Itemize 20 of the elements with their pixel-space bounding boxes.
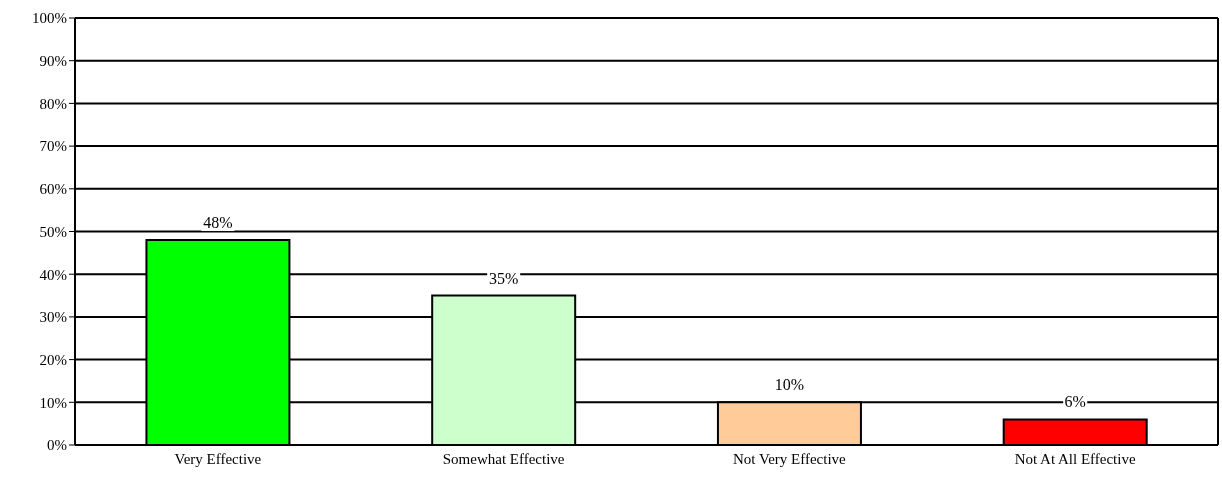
data-label: 35% bbox=[489, 269, 519, 287]
y-tick-label: 100% bbox=[32, 10, 67, 27]
y-tick-label: 30% bbox=[39, 309, 67, 326]
data-label: 6% bbox=[1064, 393, 1086, 411]
y-tick-label: 70% bbox=[39, 138, 67, 155]
bar bbox=[1002, 418, 1148, 445]
x-tick-label: Somewhat Effective bbox=[442, 450, 565, 467]
y-tick-label: 40% bbox=[39, 266, 67, 283]
y-tick-label: 20% bbox=[39, 351, 67, 368]
data-label: 48% bbox=[203, 214, 233, 232]
y-tick-label: 90% bbox=[39, 53, 67, 70]
y-tick-label: 60% bbox=[39, 181, 67, 198]
data-label: 10% bbox=[774, 376, 805, 394]
y-tick-label: 0% bbox=[47, 437, 67, 454]
x-tick-label: Very Effective bbox=[174, 450, 262, 467]
y-tick-label: 50% bbox=[39, 223, 67, 240]
x-tick-label: Not Very Effective bbox=[733, 450, 847, 467]
y-tick-label: 10% bbox=[39, 394, 67, 411]
x-tick-label: Not At All Effective bbox=[1014, 450, 1136, 467]
y-tick-label: 80% bbox=[39, 95, 67, 112]
